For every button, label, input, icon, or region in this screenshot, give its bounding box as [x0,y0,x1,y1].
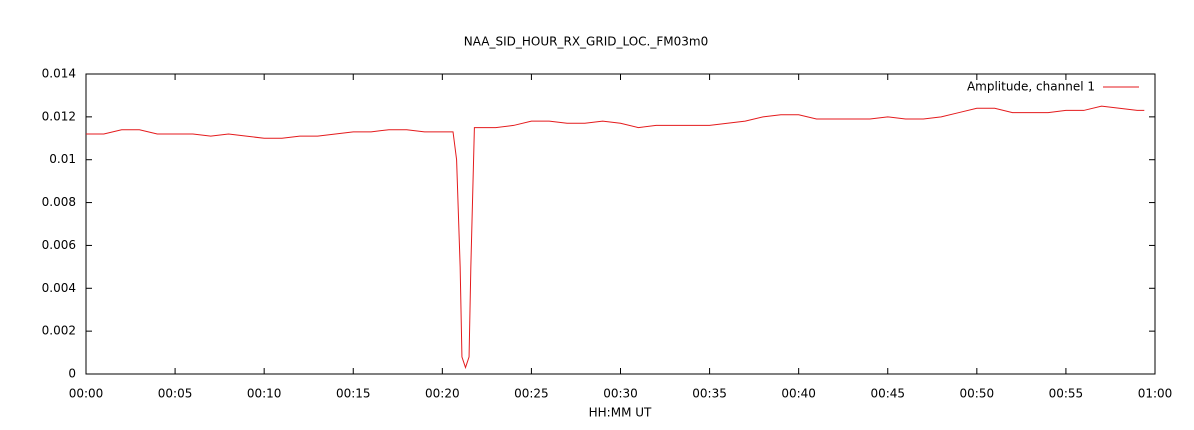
x-tick-label: 00:05 [158,387,193,401]
y-tick-label: 0.014 [42,67,76,81]
x-tick-label: 00:30 [603,387,638,401]
y-tick-label: 0.004 [42,281,76,295]
y-tick-label: 0.012 [42,109,76,123]
y-tick-label: 0.01 [49,152,76,166]
x-tick-label: 00:00 [69,387,104,401]
y-tick-label: 0.002 [42,324,76,338]
x-tick-label: 00:35 [692,387,727,401]
x-tick-label: 00:50 [960,387,995,401]
y-tick-label: 0 [68,367,76,381]
plot-frame [85,73,1156,375]
x-tick-label: 00:40 [781,387,816,401]
x-axis-label: HH:MM UT [589,406,652,420]
data-line [86,105,1145,370]
y-tick-label: 0.008 [42,195,76,209]
x-tick-label: 00:15 [336,387,371,401]
legend-label: Amplitude, channel 1 [967,80,1095,94]
x-tick-label: 00:10 [247,387,282,401]
x-tick-label: 00:55 [1049,387,1084,401]
x-tick-label: 00:45 [870,387,905,401]
y-tick-label: 0.006 [42,238,76,252]
chart-title: NAA_SID_HOUR_RX_GRID_LOC._FM03m0 [464,35,708,49]
x-tick-label: 00:25 [514,387,549,401]
x-tick-label: 01:00 [1138,387,1173,401]
x-tick-label: 00:20 [425,387,460,401]
